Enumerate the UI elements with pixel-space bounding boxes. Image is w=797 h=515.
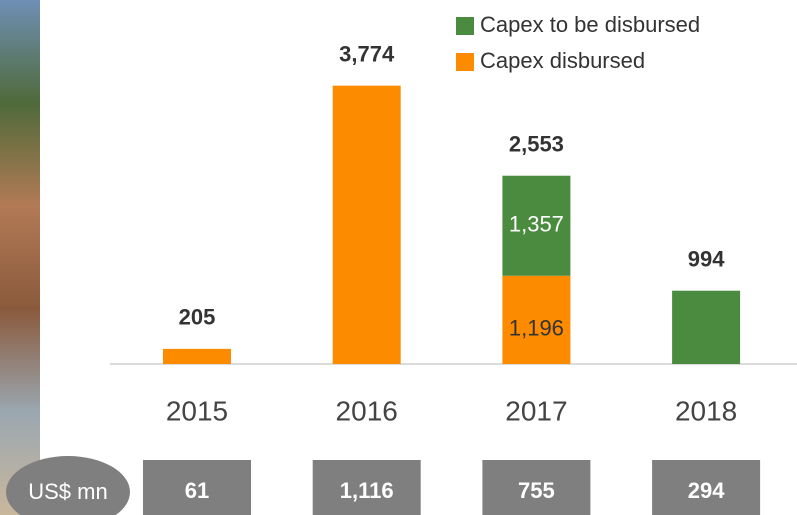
- usd-value: 1,116: [340, 478, 394, 503]
- photo-strip: [0, 0, 40, 515]
- bar-segment: [163, 348, 231, 364]
- usd-value: 755: [518, 478, 555, 503]
- legend-label: Capex disbursed: [480, 48, 645, 73]
- total-label: 205: [179, 305, 216, 330]
- bar-segment: [502, 175, 571, 276]
- usd-box: [482, 460, 591, 515]
- usd-box: [652, 460, 761, 515]
- bar-segment: [332, 85, 401, 364]
- x-tick-label: 2017: [505, 395, 567, 426]
- total-label: 2,553: [509, 132, 564, 157]
- legend-swatch: [456, 17, 474, 35]
- usd-value: 61: [185, 478, 209, 503]
- segment-label: 1,357: [509, 212, 564, 237]
- bar-segment: [672, 290, 741, 364]
- usd-value: 294: [688, 478, 725, 503]
- total-label: 994: [688, 247, 725, 272]
- x-tick-label: 2016: [336, 395, 398, 426]
- total-label: 3,774: [339, 41, 395, 66]
- unit-label: US$ mn: [28, 479, 107, 504]
- bar-segment: [502, 275, 571, 364]
- usd-box: [143, 460, 251, 515]
- x-tick-label: 2018: [675, 395, 737, 426]
- legend-swatch: [456, 53, 474, 71]
- segment-label: 1,196: [509, 316, 564, 341]
- legend-label: Capex to be disbursed: [480, 12, 700, 37]
- usd-box: [312, 460, 421, 515]
- unit-badge: [6, 456, 130, 515]
- x-tick-label: 2015: [166, 395, 228, 426]
